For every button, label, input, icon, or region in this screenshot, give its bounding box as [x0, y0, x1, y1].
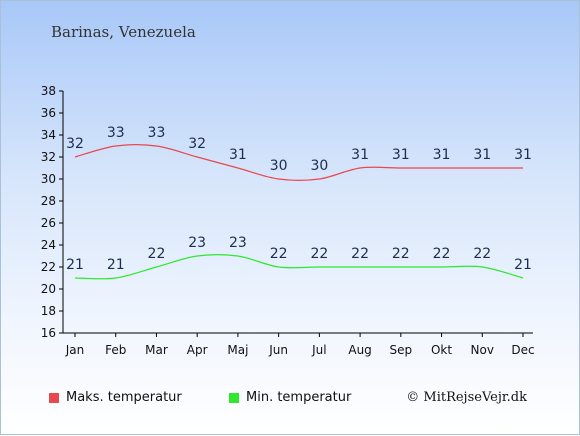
x-tick-label: Feb: [105, 343, 126, 357]
y-tick-label: 22: [41, 260, 56, 274]
min-temperature-label: 21: [514, 257, 532, 273]
min-temperature-label: 22: [433, 246, 451, 262]
y-tick-label: 32: [41, 150, 56, 164]
max-temperature-label: 30: [270, 158, 288, 174]
min-temperature-label: 22: [270, 246, 288, 262]
y-tick-label: 28: [41, 194, 56, 208]
min-temperature-line: [74, 254, 524, 280]
max-temperature-line: [74, 144, 523, 181]
max-temperature-label: 31: [392, 147, 410, 163]
max-temperature-label: 31: [229, 147, 247, 163]
max-temperature-label: 31: [351, 147, 369, 163]
y-tick-label: 20: [41, 282, 56, 296]
min-temperature-label: 23: [188, 235, 206, 251]
site-credit: © MitRejseVejr.dk: [406, 390, 527, 405]
min-temperature-label: 23: [229, 235, 247, 251]
max-temperature-label: 33: [107, 125, 125, 141]
x-tick-label: Mar: [145, 343, 168, 357]
max-temperature-label: 32: [188, 136, 206, 152]
y-tick-label: 34: [41, 128, 56, 142]
legend-max-swatch: [49, 392, 59, 403]
y-tick-label: 30: [41, 172, 56, 186]
min-temperature-label: 22: [392, 246, 410, 262]
max-temperature-label: 31: [433, 147, 451, 163]
y-tick-label: 16: [41, 326, 56, 340]
x-tick-label: Dec: [511, 343, 534, 357]
y-tick-label: 26: [41, 216, 56, 230]
max-temperature-label: 33: [148, 125, 166, 141]
min-temperature-label: 21: [66, 257, 84, 273]
legend-min-label: Min. temperatur: [246, 390, 352, 405]
y-tick-label: 36: [41, 106, 56, 120]
x-tick-label: Jun: [268, 343, 288, 357]
max-temperature-label: 31: [514, 147, 532, 163]
min-temperature-label: 22: [148, 246, 166, 262]
x-tick-label: Maj: [227, 343, 248, 357]
max-temperature-label: 31: [473, 147, 491, 163]
min-temperature-label: 21: [107, 257, 125, 273]
x-tick-label: Okt: [431, 343, 452, 357]
legend-max: Maks. temperatur: [49, 390, 182, 405]
y-tick-label: 18: [41, 304, 56, 318]
x-tick-label: Aug: [348, 343, 371, 357]
max-temperature-label: 32: [66, 136, 84, 152]
legend-min: Min. temperatur: [229, 390, 351, 405]
min-temperature-label: 22: [310, 246, 328, 262]
x-tick-label: Nov: [471, 343, 494, 357]
max-temperature-label: 30: [310, 158, 328, 174]
legend-min-swatch: [229, 392, 239, 403]
x-tick-label: Jan: [65, 343, 85, 357]
legend-max-label: Maks. temperatur: [66, 390, 182, 405]
min-temperature-label: 22: [473, 246, 491, 262]
axes: 16 18 20 22 24 26 28 30 32 34 36 38 Jan Feb Mar Apr Maj J…: [41, 84, 535, 357]
y-tick-label: 38: [41, 84, 56, 98]
series-lines: [74, 144, 524, 280]
location-title: Barinas, Venezuela: [51, 23, 196, 41]
y-tick-label: 24: [41, 238, 56, 252]
x-tick-label: Apr: [187, 343, 208, 357]
x-tick-label: Sep: [390, 343, 413, 357]
data-labels: 32 33 33 32 31 30 30 31 31 31 31 31 21 21 22 23 23 22 22 22…: [66, 125, 532, 273]
x-tick-label: Jul: [311, 343, 326, 357]
min-temperature-label: 22: [351, 246, 369, 262]
